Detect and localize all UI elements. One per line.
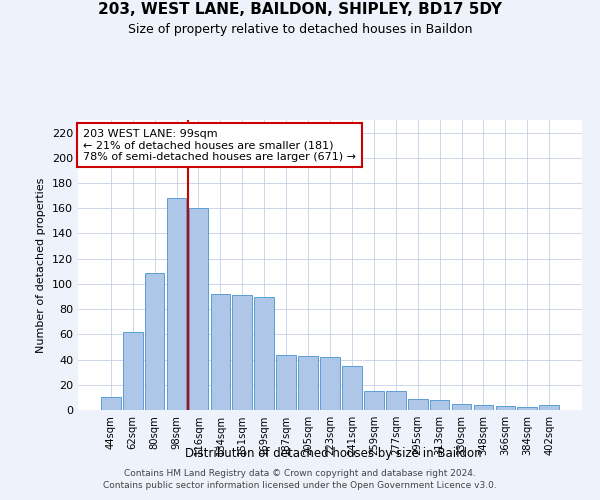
Bar	[232, 296, 252, 410]
Bar	[188, 208, 208, 410]
Bar	[517, 408, 537, 410]
Text: 203, WEST LANE, BAILDON, SHIPLEY, BD17 5DY: 203, WEST LANE, BAILDON, SHIPLEY, BD17 5…	[98, 2, 502, 18]
Bar	[298, 356, 318, 410]
Y-axis label: Number of detached properties: Number of detached properties	[37, 178, 46, 352]
Bar	[342, 366, 362, 410]
Text: 203 WEST LANE: 99sqm
← 21% of detached houses are smaller (181)
78% of semi-deta: 203 WEST LANE: 99sqm ← 21% of detached h…	[83, 128, 356, 162]
Text: Size of property relative to detached houses in Baildon: Size of property relative to detached ho…	[128, 22, 472, 36]
Bar	[539, 405, 559, 410]
Bar	[408, 398, 428, 410]
Bar	[276, 354, 296, 410]
Bar	[254, 296, 274, 410]
Bar	[452, 404, 472, 410]
Text: Distribution of detached houses by size in Baildon: Distribution of detached houses by size …	[185, 448, 481, 460]
Text: Contains HM Land Registry data © Crown copyright and database right 2024.
Contai: Contains HM Land Registry data © Crown c…	[103, 468, 497, 490]
Bar	[167, 198, 187, 410]
Bar	[123, 332, 143, 410]
Bar	[320, 357, 340, 410]
Bar	[473, 405, 493, 410]
Bar	[430, 400, 449, 410]
Bar	[101, 398, 121, 410]
Bar	[145, 272, 164, 410]
Bar	[386, 391, 406, 410]
Bar	[211, 294, 230, 410]
Bar	[496, 406, 515, 410]
Bar	[364, 391, 384, 410]
